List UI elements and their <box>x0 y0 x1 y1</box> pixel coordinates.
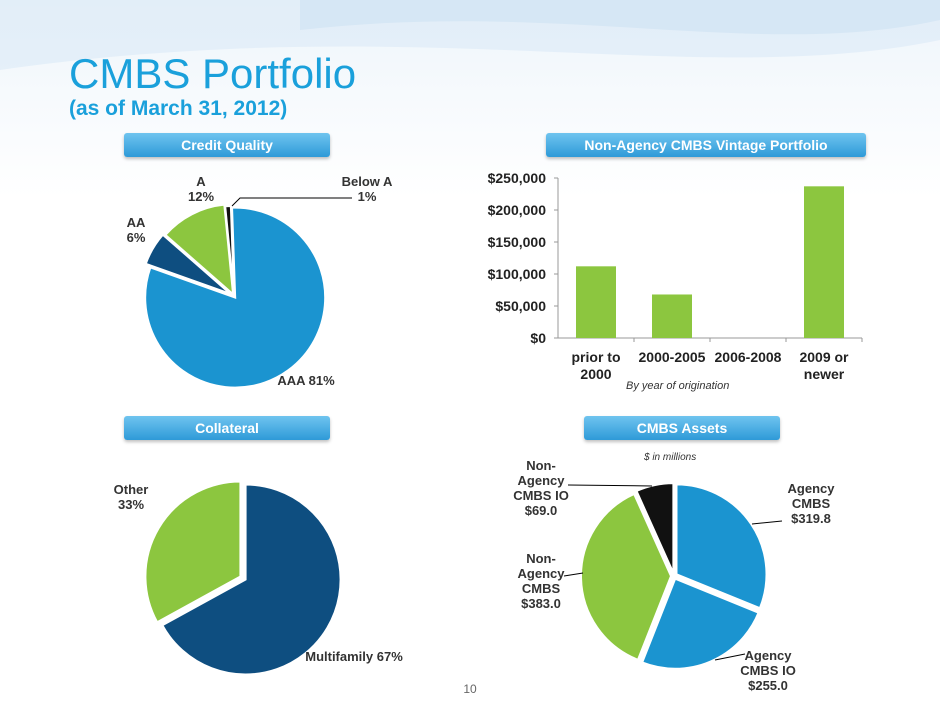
credit-quality-leader-3 <box>231 197 352 207</box>
in-millions-note: $ in millions <box>644 452 697 463</box>
vintage-x-tick-label-line: prior to <box>572 349 621 365</box>
cmbs-assets-label-3-line: Non- <box>526 458 556 473</box>
credit-quality-slice-2 <box>163 203 235 297</box>
credit-quality-label-2-line: 12% <box>188 189 214 204</box>
credit-quality-label-0-line: AAA 81% <box>277 373 335 388</box>
collateral-label-1-line: Other <box>114 482 149 497</box>
cmbs-assets-label-0: Agency CMBS $319.8 <box>788 481 836 526</box>
vintage-x-tick-label-line: 2000-2005 <box>639 349 706 365</box>
cmbs-assets-label-3-line: $69.0 <box>525 503 558 518</box>
credit-quality-slice-1 <box>144 233 232 295</box>
credit-quality-label-3-line: Below A <box>342 174 393 189</box>
page-number: 10 <box>463 682 477 696</box>
collateral-label-0: Multifamily 67% <box>305 649 403 664</box>
vintage-x-tick-label: 2006-2008 <box>715 349 782 365</box>
cmbs-assets-label-3: Non-Agency CMBS IO $69.0 <box>513 458 569 518</box>
cmbs-assets-label-1-line: Agency <box>745 648 793 663</box>
credit-quality-label-1: AA 6% <box>127 215 146 245</box>
credit-quality-label-0: AAA 81% <box>277 373 335 388</box>
credit-quality-label-1-line: 6% <box>127 230 146 245</box>
vintage-bar-0 <box>576 266 616 338</box>
page-title: CMBS Portfolio <box>69 50 357 97</box>
cmbs-assets-slice-3 <box>635 482 675 574</box>
vintage-portfolio-label: Non-Agency CMBS Vintage Portfolio <box>546 133 866 157</box>
vintage-bar-3 <box>804 186 844 338</box>
collateral-label-1: Other 33% <box>114 482 149 512</box>
vintage-y-tick-label: $100,000 <box>488 266 547 282</box>
credit-quality-label-1-line: AA <box>127 215 146 230</box>
collateral-label-0-line: Multifamily 67% <box>305 649 403 664</box>
collateral-slice-0 <box>160 483 342 676</box>
credit-quality-slice-3 <box>224 205 235 297</box>
vintage-x-tick-label-line: 2000 <box>580 366 611 382</box>
cmbs-assets-label-1: Agency CMBS IO $255.0 <box>740 648 796 693</box>
collateral-slice-1 <box>144 480 242 624</box>
cmbs-assets-leader-3 <box>567 484 653 487</box>
cmbs-assets-leader-2 <box>563 572 584 577</box>
vintage-y-tick-label: $200,000 <box>488 202 547 218</box>
cmbs-assets-slice-2 <box>580 492 673 662</box>
collateral-label-1-line: 33% <box>118 497 144 512</box>
cmbs-assets-label-1-line: CMBS IO <box>740 663 796 678</box>
page-subtitle: (as of March 31, 2012) <box>69 97 288 120</box>
credit-quality-label-2-line: A <box>196 174 206 189</box>
vintage-x-tick-label-line: newer <box>804 366 845 382</box>
credit-quality-label-3-line: 1% <box>358 189 377 204</box>
credit-quality-label: Credit Quality <box>124 133 330 157</box>
cmbs-assets-label-0-line: CMBS <box>792 496 831 511</box>
cmbs-assets-label-2-line: CMBS <box>522 581 561 596</box>
vintage-y-tick-label: $250,000 <box>488 170 547 186</box>
vintage-x-tick-label-line: 2006-2008 <box>715 349 782 365</box>
vintage-x-tick-label-line: 2009 or <box>799 349 849 365</box>
vintage-y-tick-label: $0 <box>530 330 546 346</box>
cmbs-assets-label-0-line: $319.8 <box>791 511 831 526</box>
vintage-y-tick-label: $150,000 <box>488 234 547 250</box>
cmbs-assets-label-2-line: Agency <box>518 566 566 581</box>
credit-quality-label-2: A 12% <box>188 174 214 204</box>
cmbs-assets-label-1-line: $255.0 <box>748 678 788 693</box>
cmbs-assets-label-0-line: Agency <box>788 481 836 496</box>
vintage-x-tick-label: 2009 or newer <box>799 349 849 382</box>
cmbs-assets-slice-0 <box>675 483 768 610</box>
cmbs-assets-slice-1 <box>640 577 760 670</box>
cmbs-assets-leader-0 <box>751 520 783 525</box>
cmbs-assets-label-2-line: Non- <box>526 551 556 566</box>
vintage-bar-1 <box>652 294 692 338</box>
vintage-x-tick-label: 2000-2005 <box>639 349 706 365</box>
cmbs-assets-label-3-line: Agency <box>518 473 566 488</box>
vintage-x-tick-label: prior to 2000 <box>572 349 621 382</box>
credit-quality-label-3: Below A 1% <box>342 174 393 204</box>
collateral-label: Collateral <box>124 416 330 440</box>
cmbs-assets-label-2: Non-Agency CMBS $383.0 <box>518 551 566 611</box>
vintage-y-tick-label: $50,000 <box>495 298 546 314</box>
credit-quality-slice-0 <box>144 206 327 389</box>
cmbs-assets-label: CMBS Assets <box>584 416 780 440</box>
by-year-note: By year of origination <box>626 380 730 392</box>
cmbs-assets-label-2-line: $383.0 <box>521 596 561 611</box>
cmbs-assets-leader-1 <box>714 653 746 661</box>
cmbs-assets-label-3-line: CMBS IO <box>513 488 569 503</box>
